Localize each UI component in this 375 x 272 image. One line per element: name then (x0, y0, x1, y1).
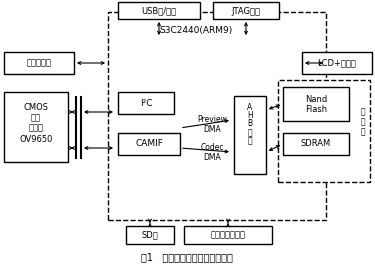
FancyBboxPatch shape (108, 12, 326, 220)
FancyBboxPatch shape (4, 52, 74, 74)
Text: 储: 储 (361, 118, 365, 126)
Text: Preview: Preview (197, 116, 227, 125)
FancyBboxPatch shape (118, 92, 174, 114)
Text: Codec: Codec (200, 144, 224, 153)
Text: LCD+触摸屏: LCD+触摸屏 (318, 58, 356, 67)
Text: 存: 存 (361, 107, 365, 116)
FancyBboxPatch shape (278, 80, 370, 182)
Text: 传感器: 传感器 (28, 123, 44, 132)
FancyBboxPatch shape (118, 133, 180, 155)
FancyBboxPatch shape (283, 87, 349, 121)
FancyBboxPatch shape (184, 226, 272, 244)
Text: USB主/从口: USB主/从口 (141, 7, 177, 16)
Text: CAMIF: CAMIF (135, 140, 163, 149)
FancyBboxPatch shape (4, 92, 68, 162)
FancyBboxPatch shape (302, 52, 372, 74)
Text: I²C: I²C (140, 98, 152, 107)
Text: 总: 总 (248, 128, 252, 138)
Text: 电源与复位电路: 电源与复位电路 (210, 230, 246, 240)
Text: Flash: Flash (305, 106, 327, 115)
Text: 图1   视频数据采集系统结构框图: 图1 视频数据采集系统结构框图 (141, 252, 233, 262)
Text: 线: 线 (248, 137, 252, 146)
FancyBboxPatch shape (126, 226, 174, 244)
FancyBboxPatch shape (283, 133, 349, 155)
Text: JTAG接口: JTAG接口 (231, 7, 261, 16)
Text: CMOS: CMOS (24, 104, 48, 113)
Text: OV9650: OV9650 (20, 135, 53, 144)
Text: SDRAM: SDRAM (301, 140, 331, 149)
Text: SD卡: SD卡 (142, 230, 158, 240)
FancyBboxPatch shape (213, 2, 279, 19)
Text: H: H (247, 112, 253, 120)
Text: B: B (248, 119, 253, 128)
Text: 图像: 图像 (31, 113, 41, 122)
Text: 器: 器 (361, 128, 365, 137)
FancyBboxPatch shape (234, 96, 266, 174)
Text: 以太网接口: 以太网接口 (27, 58, 51, 67)
Text: DMA: DMA (203, 153, 221, 162)
Text: DMA: DMA (203, 125, 221, 134)
Text: Nand: Nand (305, 95, 327, 104)
Text: S3C2440(ARM9): S3C2440(ARM9) (159, 26, 232, 35)
Text: A: A (248, 104, 253, 113)
FancyBboxPatch shape (118, 2, 200, 19)
